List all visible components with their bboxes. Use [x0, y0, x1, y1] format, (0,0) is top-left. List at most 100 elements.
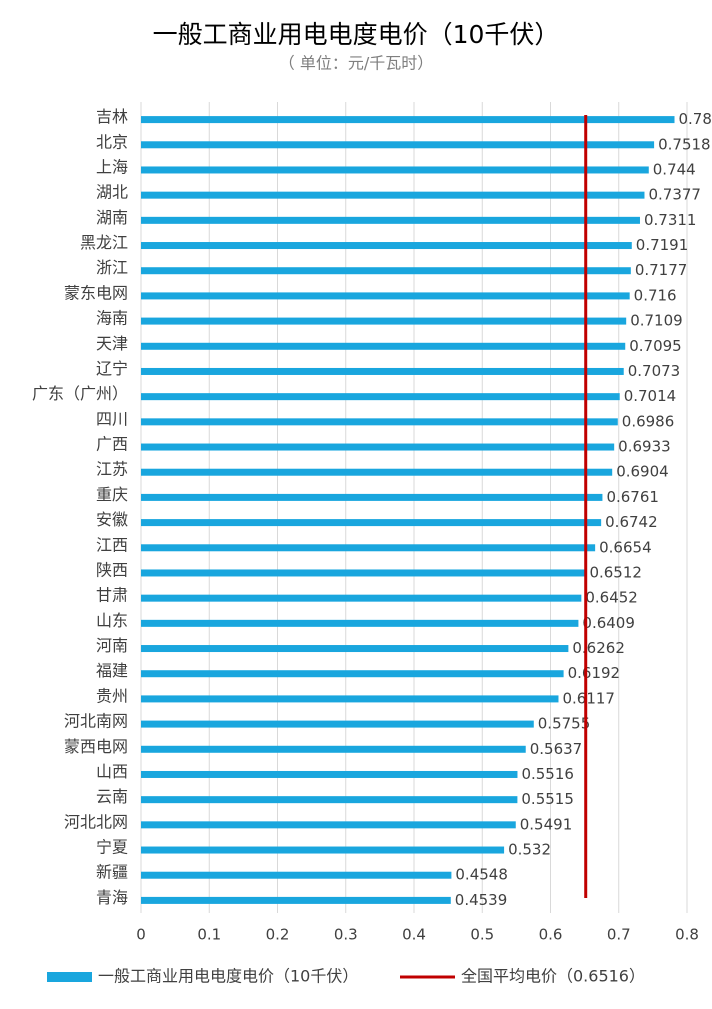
value-label: 0.4548: [455, 866, 508, 884]
bar: [141, 292, 630, 300]
value-label: 0.7191: [636, 236, 689, 254]
bar: [141, 141, 655, 149]
value-label: 0.6742: [605, 513, 658, 531]
legend-swatch: [47, 972, 92, 982]
bar: [141, 796, 518, 804]
x-tick-label: 0.6: [539, 926, 563, 944]
y-tick-label: 吉林: [96, 107, 128, 126]
y-tick-label: 福建: [96, 661, 128, 680]
bar: [141, 166, 649, 174]
bar: [141, 367, 624, 375]
value-label: 0.716: [634, 286, 677, 304]
y-tick-label: 江西: [96, 535, 128, 554]
y-tick-label: 蒙西电网: [64, 737, 128, 756]
bar: [141, 342, 626, 350]
bar: [141, 594, 582, 602]
value-label: 0.532: [508, 841, 551, 859]
y-tick-label: 湖南: [96, 208, 128, 227]
bar: [141, 695, 559, 703]
y-tick-label: 陕西: [96, 560, 128, 579]
value-label: 0.7311: [644, 211, 697, 229]
value-label: 0.6512: [589, 563, 642, 581]
bar: [141, 116, 675, 124]
y-tick-label: 北京: [96, 132, 128, 151]
x-tick-label: 0.2: [266, 926, 290, 944]
value-label: 0.6654: [599, 538, 652, 556]
bar: [141, 770, 518, 778]
y-tick-label: 甘肃: [96, 586, 128, 605]
x-tick-label: 0.3: [334, 926, 358, 944]
bar: [141, 720, 534, 728]
value-label: 0.6117: [562, 689, 615, 707]
y-tick-label: 辽宁: [96, 359, 128, 378]
y-tick-label: 安徽: [96, 510, 128, 529]
x-tick-label: 0.4: [402, 926, 426, 944]
value-label: 0.7014: [624, 387, 677, 405]
bar: [141, 418, 618, 426]
y-tick-label: 海南: [96, 309, 128, 328]
y-tick-label: 山东: [96, 611, 128, 630]
y-tick-label: 湖北: [96, 183, 128, 202]
bar: [141, 443, 615, 451]
y-tick-label: 宁夏: [96, 838, 128, 857]
value-label: 0.7377: [648, 186, 701, 204]
value-label: 0.6262: [572, 639, 625, 657]
bar: [141, 645, 569, 653]
value-label: 0.7177: [635, 261, 688, 279]
legend-label: 全国平均电价（0.6516）: [461, 967, 645, 986]
y-tick-label: 贵州: [96, 686, 128, 705]
value-label: 0.5637: [530, 740, 583, 758]
value-label: 0.7518: [658, 135, 711, 153]
value-label: 0.6986: [622, 412, 675, 430]
x-tick-label: 0: [136, 926, 146, 944]
value-label: 0.7109: [630, 312, 683, 330]
value-label: 0.6904: [616, 463, 669, 481]
bar: [141, 846, 505, 854]
value-label: 0.6452: [585, 589, 638, 607]
bar: [141, 468, 613, 476]
y-tick-label: 重庆: [96, 485, 128, 504]
y-tick-label: 蒙东电网: [64, 283, 128, 302]
bar: [141, 619, 579, 627]
value-label: 0.7817: [679, 110, 712, 128]
y-tick-label: 河北南网: [64, 712, 128, 731]
value-label: 0.6761: [606, 488, 659, 506]
y-tick-label: 四川: [96, 409, 128, 428]
value-label: 0.5515: [521, 790, 574, 808]
y-tick-label: 江苏: [96, 460, 128, 479]
y-tick-label: 广西: [96, 435, 128, 454]
bar: [141, 242, 632, 250]
y-tick-label: 河南: [96, 636, 128, 655]
y-tick-label: 黑龙江: [80, 233, 128, 252]
legend-label: 一般工商业用电电度电价（10千伏）: [98, 967, 358, 986]
bar: [141, 544, 596, 552]
bar: [141, 670, 564, 678]
bar: [141, 317, 627, 325]
value-label: 0.7073: [628, 362, 681, 380]
y-tick-label: 新疆: [96, 863, 128, 882]
y-tick-label: 云南: [96, 787, 128, 806]
y-tick-label: 山西: [96, 762, 128, 781]
value-label: 0.6192: [568, 664, 621, 682]
y-tick-label: 青海: [96, 888, 128, 907]
bar: [141, 216, 640, 224]
y-tick-label: 河北北网: [64, 812, 128, 831]
bar: [141, 745, 526, 753]
bar: [141, 871, 452, 879]
value-label: 0.5755: [538, 715, 591, 733]
x-tick-label: 0.8: [675, 926, 699, 944]
value-label: 0.4539: [455, 891, 508, 909]
value-label: 0.6409: [582, 614, 635, 632]
y-tick-label: 广东（广州）: [32, 384, 128, 403]
y-tick-label: 上海: [96, 157, 128, 176]
value-label: 0.744: [653, 160, 696, 178]
x-tick-label: 0.7: [607, 926, 631, 944]
value-label: 0.7095: [629, 337, 682, 355]
bar: [141, 896, 451, 904]
bar: [141, 493, 603, 501]
x-tick-label: 0.1: [197, 926, 221, 944]
y-tick-label: 浙江: [96, 258, 128, 277]
bar: [141, 393, 620, 401]
